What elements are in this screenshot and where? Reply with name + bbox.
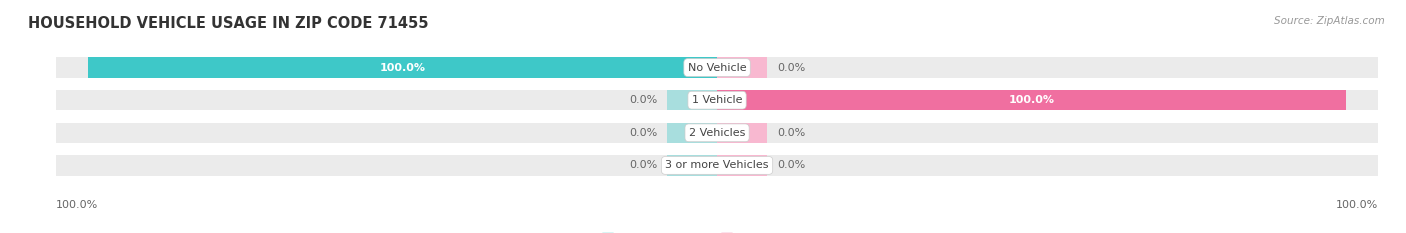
Bar (717, 155, 768, 175)
Bar (666, 90, 717, 110)
Bar (717, 58, 768, 78)
Bar (717, 123, 768, 143)
Text: HOUSEHOLD VEHICLE USAGE IN ZIP CODE 71455: HOUSEHOLD VEHICLE USAGE IN ZIP CODE 7145… (28, 16, 429, 31)
Text: 100.0%: 100.0% (380, 63, 426, 72)
Text: 0.0%: 0.0% (778, 161, 806, 170)
Text: 1 Vehicle: 1 Vehicle (692, 95, 742, 105)
Bar (666, 155, 717, 175)
Legend: Owner-occupied, Renter-occupied: Owner-occupied, Renter-occupied (598, 229, 837, 233)
Text: 3 or more Vehicles: 3 or more Vehicles (665, 161, 769, 170)
Bar (56, 123, 1378, 143)
Text: 0.0%: 0.0% (628, 161, 657, 170)
Bar (666, 123, 717, 143)
Text: 0.0%: 0.0% (628, 128, 657, 138)
Text: 2 Vehicles: 2 Vehicles (689, 128, 745, 138)
Bar (56, 58, 1378, 78)
Bar (56, 155, 1378, 175)
Text: 100.0%: 100.0% (56, 200, 98, 210)
Text: 100.0%: 100.0% (1008, 95, 1054, 105)
Text: No Vehicle: No Vehicle (688, 63, 747, 72)
Text: 0.0%: 0.0% (778, 63, 806, 72)
Bar (56, 90, 1378, 110)
Text: Source: ZipAtlas.com: Source: ZipAtlas.com (1274, 16, 1385, 26)
Text: 0.0%: 0.0% (628, 95, 657, 105)
Text: 0.0%: 0.0% (778, 128, 806, 138)
Bar (87, 58, 717, 78)
Text: 100.0%: 100.0% (1336, 200, 1378, 210)
Bar (717, 90, 1347, 110)
